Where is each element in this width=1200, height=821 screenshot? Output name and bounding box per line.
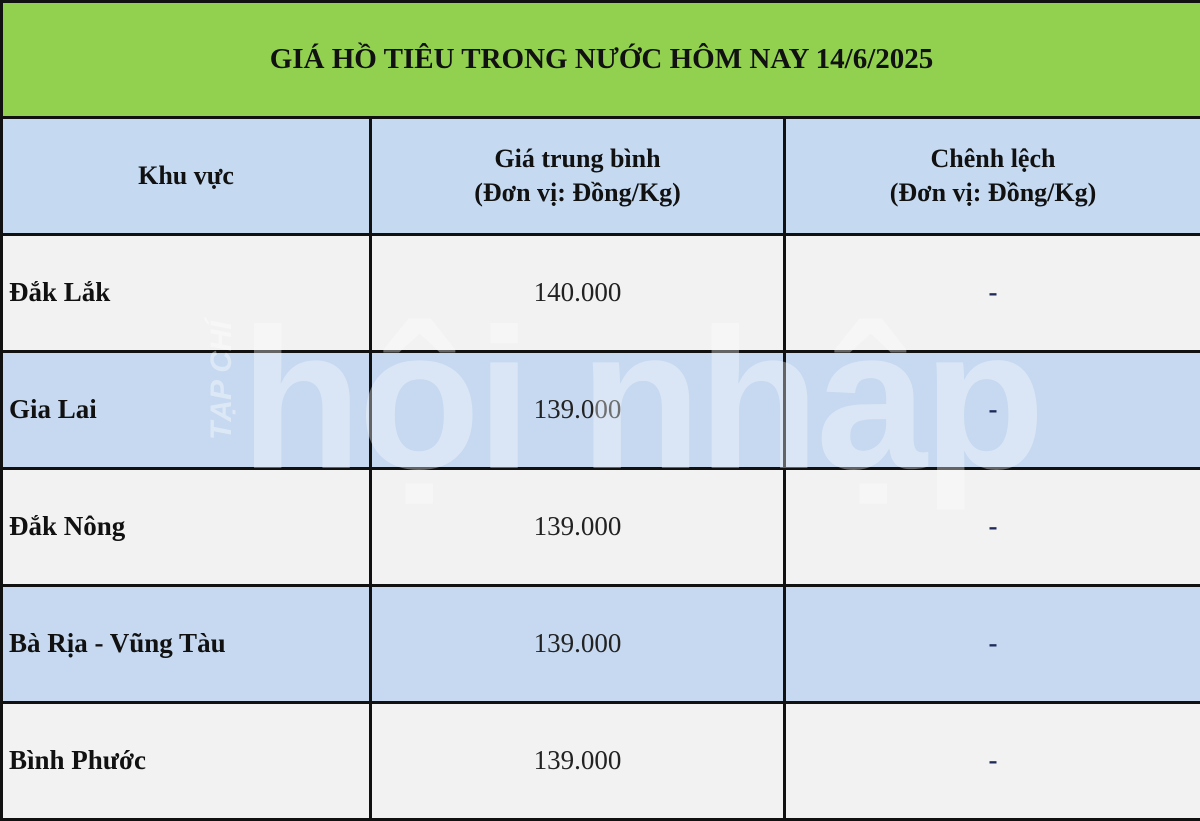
price-cell: 139.000 [369,583,786,704]
diff-cell: - [782,232,1200,353]
diff-cell: - [782,466,1200,587]
header-region: Khu vực [0,115,372,236]
table-row: Đắk Lắk 140.000 - [0,232,1200,353]
region-cell: Đắk Lắk [0,232,372,353]
region-cell: Bà Rịa - Vũng Tàu [0,583,372,704]
price-cell: 139.000 [369,466,786,587]
diff-cell: - [782,700,1200,821]
price-cell: 139.000 [369,349,786,470]
header-row: Khu vực Giá trung bình (Đơn vị: Đồng/Kg) … [0,115,1200,236]
price-cell: 139.000 [369,700,786,821]
region-cell: Gia Lai [0,349,372,470]
header-diff-unit: (Đơn vị: Đồng/Kg) [889,177,1097,207]
table-row: Bình Phước 139.000 - [0,700,1200,821]
price-cell: 140.000 [369,232,786,353]
table-row: Gia Lai 139.000 - [0,349,1200,470]
diff-cell: - [782,583,1200,704]
table-title: GIÁ HỒ TIÊU TRONG NƯỚC HÔM NAY 14/6/2025 [0,0,1200,119]
header-price: Giá trung bình (Đơn vị: Đồng/Kg) [369,115,786,236]
region-cell: Bình Phước [0,700,372,821]
header-diff: Chênh lệch (Đơn vị: Đồng/Kg) [782,115,1200,236]
header-price-label: Giá trung bình [494,143,661,173]
title-row: GIÁ HỒ TIÊU TRONG NƯỚC HÔM NAY 14/6/2025 [0,0,1200,119]
header-price-unit: (Đơn vị: Đồng/Kg) [474,177,681,207]
header-diff-label: Chênh lệch [930,143,1056,173]
table-row: Bà Rịa - Vũng Tàu 139.000 - [0,583,1200,704]
diff-cell: - [782,349,1200,470]
table-row: Đắk Nông 139.000 - [0,466,1200,587]
region-cell: Đắk Nông [0,466,372,587]
